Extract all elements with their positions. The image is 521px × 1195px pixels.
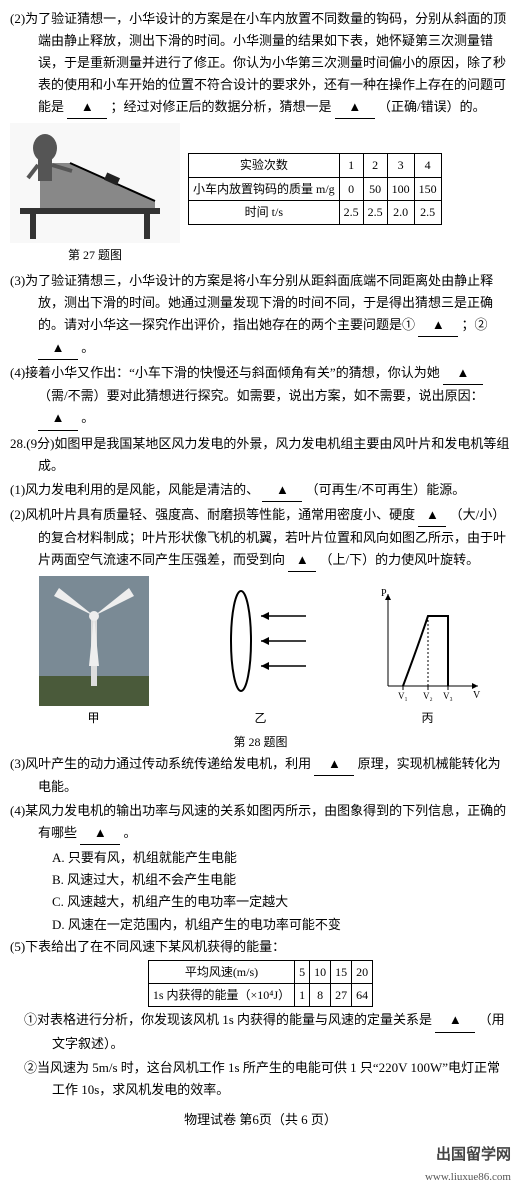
text: 。 (81, 410, 94, 425)
cell: 10 (310, 960, 331, 983)
q28-p4: (4)某风力发电机的输出功率与风速的关系如图丙所示，由图象得到的下列信息，正确的… (10, 800, 511, 845)
text: 。 (81, 340, 94, 355)
cell: 2.5 (414, 201, 441, 224)
pv-graph-icon: P V V₁ V₂ V₃ (373, 586, 483, 706)
turbine-photo-icon (39, 576, 149, 706)
cell: 2.5 (363, 201, 387, 224)
axis-P: P (381, 588, 387, 599)
cell: 64 (352, 984, 373, 1007)
q28-p2: (2)风机叶片具有质量轻、强度高、耐磨损等性能，通常用密度小、硬度 ▲ （大/小… (10, 504, 511, 572)
fig-jia: 甲 (39, 576, 149, 728)
q28-p5a: ①对表格进行分析，你发现该风机 1s 内获得的能量与风速的定量关系是 ▲ （用文… (10, 1009, 511, 1054)
page-footer: 物理试卷 第6页（共 6 页） (10, 1109, 511, 1131)
choice-B[interactable]: B. 风速过大，机组不会产生电能 (52, 869, 511, 891)
q28-p5: (5)下表给出了在不同风速下某风机获得的能量： (10, 936, 511, 958)
choice-D[interactable]: D. 风速在一定范围内，机组产生的电功率可能不变 (52, 914, 511, 936)
q28-p3: (3)风叶产生的动力通过传动系统传递给发电机，利用 ▲ 原理，实现机械能转化为电… (10, 753, 511, 798)
cell: 2 (363, 154, 387, 177)
text: (3)风叶产生的动力通过传动系统传递给发电机，利用 (10, 756, 311, 771)
cell: 2.0 (387, 201, 414, 224)
cell: 20 (352, 960, 373, 983)
q28-caption: 第 28 题图 (10, 732, 511, 752)
blade-wind-icon (206, 576, 316, 706)
cell: 15 (331, 960, 352, 983)
blank-fill[interactable]: ▲ (38, 407, 78, 430)
cell: 1 (339, 154, 363, 177)
blank-fill[interactable]: ▲ (335, 96, 375, 119)
label-bing: 丙 (373, 708, 483, 728)
text: （正确/错误）的。 (378, 99, 486, 114)
experiment-svg (10, 123, 180, 243)
q27-p3: (3)为了验证猜想三，小华设计的方案是将小车分别从距斜面底端不同距离处由静止释放… (10, 270, 511, 360)
cell: 27 (331, 984, 352, 1007)
q28-head: 28.(9分)如图甲是我国某地区风力发电的外景，风力发电机组主要由风叶片和发电机… (10, 433, 511, 477)
q27-p4: (4)接着小华又作出：“小车下滑的快慢还与斜面倾角有关”的猜想，你认为她 ▲ （… (10, 362, 511, 430)
choices: A. 只要有风，机组就能产生电能 B. 风速过大，机组不会产生电能 C. 风速越… (10, 847, 511, 935)
q27-p2: (2)为了验证猜想一，小华设计的方案是在小车内放置不同数量的钩码，分别从斜面的顶… (10, 8, 511, 119)
blank-fill[interactable]: ▲ (418, 314, 458, 337)
label-jia: 甲 (39, 708, 149, 728)
text: ；② (462, 317, 488, 332)
q28-energy-table: 平均风速(m/s)5101520 1s 内获得的能量（×10⁴J）182764 (148, 960, 373, 1008)
cell: 0 (339, 177, 363, 200)
blank-fill[interactable]: ▲ (443, 362, 483, 385)
svg-text:V₃: V₃ (443, 691, 453, 701)
svg-text:V₂: V₂ (423, 691, 433, 701)
cell: 5 (295, 960, 310, 983)
q28-p5b: ②当风速为 5m/s 时，这台风机工作 1s 所产生的电能可供 1 只“220V… (10, 1057, 511, 1101)
cell: 100 (387, 177, 414, 200)
watermark-url: www.liuxue86.com (10, 1168, 511, 1187)
label-yi: 乙 (206, 708, 316, 728)
th: 实验次数 (189, 154, 340, 177)
th: 平均风速(m/s) (148, 960, 294, 983)
text: (4)接着小华又作出：“小车下滑的快慢还与斜面倾角有关”的猜想，你认为她 (10, 365, 440, 380)
text: (1)风力发电利用的是风能，风能是清洁的、 (10, 482, 259, 497)
q28-table-wrap: 平均风速(m/s)5101520 1s 内获得的能量（×10⁴J）182764 (10, 960, 511, 1008)
fig-yi: 乙 (206, 576, 316, 728)
blank-fill[interactable]: ▲ (418, 504, 446, 527)
blank-fill[interactable]: ▲ (288, 549, 316, 572)
q27-figure-row: 第 27 题图 实验次数1234 小车内放置钩码的质量 m/g050100150… (10, 123, 511, 265)
th: 1s 内获得的能量（×10⁴J） (148, 984, 294, 1007)
cell: 150 (414, 177, 441, 200)
blank-fill[interactable]: ▲ (67, 96, 107, 119)
blank-fill[interactable]: ▲ (314, 753, 354, 776)
q28-p1: (1)风力发电利用的是风能，风能是清洁的、 ▲ （可再生/不可再生）能源。 (10, 479, 511, 502)
blank-fill[interactable]: ▲ (435, 1009, 475, 1032)
cell: 3 (387, 154, 414, 177)
text: （需/不需）要对此猜想进行探究。如需要，说出方案，如不需要，说出原因： (38, 388, 484, 403)
cell: 2.5 (339, 201, 363, 224)
fig-bing: P V V₁ V₂ V₃ 丙 (373, 586, 483, 728)
q27-caption: 第 27 题图 (10, 245, 180, 265)
q28-figures: 甲 乙 P V V₁ V₂ V₃ 丙 (10, 576, 511, 728)
th: 时间 t/s (189, 201, 340, 224)
text: （可再生/不可再生）能源。 (306, 482, 466, 497)
blank-fill[interactable]: ▲ (262, 479, 302, 502)
cell: 50 (363, 177, 387, 200)
choice-C[interactable]: C. 风速越大，机组产生的电功率一定越大 (52, 891, 511, 913)
text: ①对表格进行分析，你发现该风机 1s 内获得的能量与风速的定量关系是 (24, 1012, 432, 1027)
cell: 1 (295, 984, 310, 1007)
svg-text:V₁: V₁ (398, 691, 408, 701)
blank-fill[interactable]: ▲ (38, 337, 78, 360)
q27-data-table: 实验次数1234 小车内放置钩码的质量 m/g050100150 时间 t/s2… (188, 153, 442, 224)
text: 。 (124, 825, 137, 840)
choice-A[interactable]: A. 只要有风，机组就能产生电能 (52, 847, 511, 869)
watermark: 出国留学网 (10, 1143, 511, 1169)
th: 小车内放置钩码的质量 m/g (189, 177, 340, 200)
cell: 4 (414, 154, 441, 177)
axis-V: V (473, 690, 481, 701)
text: ；经过对修正后的数据分析，猜想一是 (111, 99, 332, 114)
cell: 8 (310, 984, 331, 1007)
q27-experiment-figure: 第 27 题图 (10, 123, 180, 265)
text: (2)风机叶片具有质量轻、强度高、耐磨损等性能，通常用密度小、硬度 (10, 507, 415, 522)
text: （上/下）的力使风叶旋转。 (320, 552, 480, 567)
blank-fill[interactable]: ▲ (80, 822, 120, 845)
